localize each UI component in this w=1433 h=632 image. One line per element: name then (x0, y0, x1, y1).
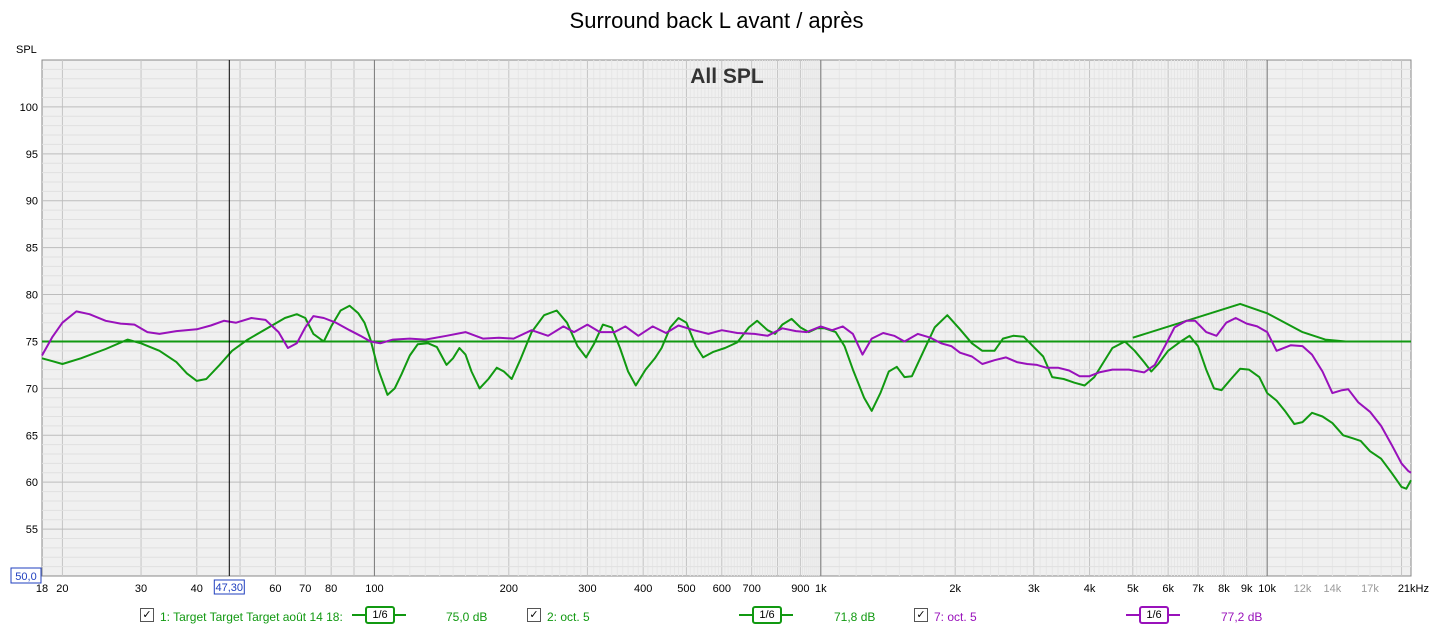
major-grid (373, 60, 1268, 576)
legend-1-value: 75,0 dB (446, 610, 488, 624)
x-tick-label: 40 (191, 583, 203, 595)
legend-1-smoothing-value: 1/6 (365, 606, 395, 624)
y-tick-label: 70 (26, 383, 38, 395)
minor-grid (42, 60, 1411, 576)
x-tick-label: 3k (1028, 583, 1040, 595)
x-tick-label: 20 (56, 583, 68, 595)
legend-3-smoothing-value: 1/6 (1139, 606, 1169, 624)
y-tick-label: 75 (26, 336, 38, 348)
x-tick-label: 1k (815, 583, 827, 595)
y-tick-label: 65 (26, 430, 38, 442)
legend-2-checkbox[interactable]: ✓ (527, 608, 541, 622)
x-tick-label: 6k (1162, 583, 1174, 595)
x-tick-label: 10k (1258, 583, 1276, 595)
x-tick-label: 14k (1324, 583, 1342, 595)
x-tick-label: 9k (1241, 583, 1253, 595)
legend-3-label: 7: oct. 5 (934, 610, 977, 624)
legend-1-checkbox[interactable]: ✓ (140, 608, 154, 622)
cursor-y-value: 50,0 (15, 571, 36, 583)
legend-1-smoothing[interactable]: 1/6 (352, 606, 406, 624)
legend-2-smoothing-value: 1/6 (752, 606, 782, 624)
x-tick-label: 500 (677, 583, 695, 595)
series-lines (41, 302, 1412, 490)
cursor-x-readout: 47,30 (213, 579, 245, 595)
legend-3-smoothing[interactable]: 1/6 (1126, 606, 1180, 624)
legend-2-smoothing[interactable]: 1/6 (739, 606, 793, 624)
x-tick-label: 7k (1192, 583, 1204, 595)
x-axis-tick-labels: 18 20 30 40 60 70 80 100 200 300 400 500 600 700 900 1k… (36, 583, 1429, 595)
x-tick-label: 17k (1361, 583, 1379, 595)
x-tick-label: 700 (742, 583, 760, 595)
x-tick-label: 60 (269, 583, 281, 595)
x-tick-label: 400 (634, 583, 652, 595)
x-tick-label: 8k (1218, 583, 1230, 595)
x-tick-label: 900 (791, 583, 809, 595)
y-axis-tick-labels: 55 60 65 70 75 80 85 90 95 100 (20, 102, 38, 536)
series-line-3 (41, 310, 1412, 474)
plot-area[interactable] (41, 59, 1412, 577)
y-tick-label: 80 (26, 290, 38, 302)
x-tick-label: 80 (325, 583, 337, 595)
series-line-2 (41, 304, 1412, 490)
x-tick-label: 600 (713, 583, 731, 595)
chart-title: Surround back L avant / après (569, 8, 864, 33)
x-tick-label: 18 (36, 583, 48, 595)
series-line-1-target-curve (1132, 302, 1411, 343)
y-tick-label: 90 (26, 196, 38, 208)
x-tick-label: 12k (1294, 583, 1312, 595)
overlay-title: All SPL (690, 65, 764, 88)
cursor-y-readout: 50,0 (10, 567, 42, 584)
x-tick-label: 70 (299, 583, 311, 595)
legend-bar: ✓ 1: Target Target Target août 14 18: 1/… (0, 604, 1433, 632)
x-tick-label: 100 (365, 583, 383, 595)
y-tick-label: 95 (26, 149, 38, 161)
x-tick-label: 21kHz (1398, 583, 1429, 595)
x-tick-label: 2k (949, 583, 961, 595)
y-tick-label: 60 (26, 477, 38, 489)
legend-3-value: 77,2 dB (1221, 610, 1263, 624)
legend-2-value: 71,8 dB (834, 610, 876, 624)
y-tick-label: 85 (26, 243, 38, 255)
y-tick-label: 55 (26, 524, 38, 536)
legend-1-label: 1: Target Target Target août 14 18: (160, 610, 343, 624)
legend-2-label: 2: oct. 5 (547, 610, 590, 624)
legend-3-checkbox[interactable]: ✓ (914, 608, 928, 622)
x-tick-label: 5k (1127, 583, 1139, 595)
x-tick-label: 200 (500, 583, 518, 595)
x-tick-label: 300 (578, 583, 596, 595)
y-tick-label: 100 (20, 102, 38, 114)
y-axis-label: SPL (16, 44, 37, 56)
x-tick-label: 30 (135, 583, 147, 595)
frequency-response-chart: 55 60 65 70 75 80 85 90 95 100 18 20 30 40 60 70 80 100 2… (10, 44, 1429, 595)
cursor-x-value: 47,30 (216, 582, 244, 594)
x-tick-label: 4k (1084, 583, 1096, 595)
